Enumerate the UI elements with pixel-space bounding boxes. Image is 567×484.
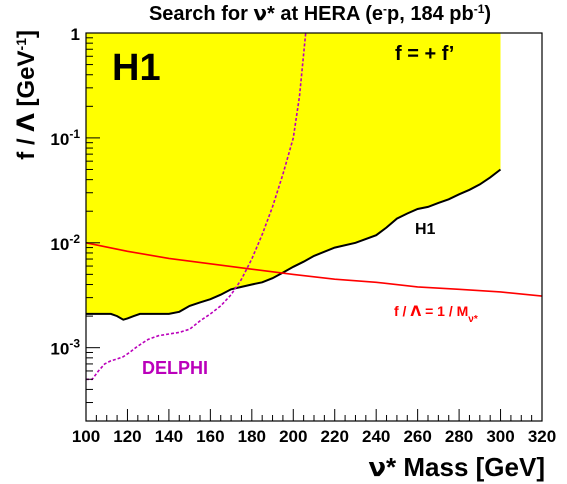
x-tick-label: 180 <box>238 427 266 446</box>
x-tick-label: 120 <box>113 427 141 446</box>
coupling-label: f = + f’ <box>395 43 454 65</box>
title-text-4: ) <box>484 3 491 25</box>
x-tick-label: 200 <box>279 427 307 446</box>
ref-label-text-1: f / <box>394 303 410 319</box>
x-tick-label: 280 <box>445 427 473 446</box>
title-sup-1: - <box>383 2 387 16</box>
delphi-curve-label: DELPHI <box>142 358 208 378</box>
x-tick-label: 240 <box>362 427 390 446</box>
title-text-3: p, 184 pb <box>387 3 474 25</box>
ref-label-sub: ν* <box>468 314 478 325</box>
title-text-2: * at HERA (e <box>267 3 383 25</box>
ref-label-text-2: = 1 / M <box>421 303 468 319</box>
title-sup-2: -1 <box>474 2 485 16</box>
x-tick-label: 220 <box>321 427 349 446</box>
x-axis-label: ν* Mass [GeV] <box>368 452 545 483</box>
title-nu: ν <box>253 1 267 25</box>
chart-title: Search for ν* at HERA (e-p, 184 pb-1) <box>149 1 491 25</box>
experiment-label: H1 <box>112 47 161 89</box>
y-axis-label-text-3: ] <box>13 30 40 38</box>
y-axis-label-lambda: Λ <box>12 113 40 132</box>
y-axis-ticks: 1 10-1 10-2 10-3 <box>50 25 100 422</box>
y-axis-label-sup: -1 <box>13 38 29 51</box>
reference-line <box>85 242 543 297</box>
x-axis-ticks: 100 120 140 160 180 200 220 240 260 280 300 320 <box>72 409 556 446</box>
x-tick-label: 320 <box>528 427 556 446</box>
x-tick-label: 300 <box>486 427 514 446</box>
y-axis-label: f / Λ [GeV-1] <box>12 30 40 160</box>
title-text-1: Search for <box>149 3 253 25</box>
y-axis-label-text-2: [GeV <box>13 50 40 113</box>
x-axis-label-rest: * Mass [GeV] <box>386 452 545 482</box>
x-tick-label: 100 <box>72 427 100 446</box>
y-tick-label: 10-1 <box>50 127 80 149</box>
series-delphi-curve <box>86 32 307 381</box>
exclusion-region <box>86 33 501 320</box>
y-tick-label: 10-3 <box>50 337 80 359</box>
series-h1-curve <box>86 168 502 321</box>
ref-label-lambda: Λ <box>410 304 421 320</box>
h1-curve-label: H1 <box>415 221 436 238</box>
y-tick-label: 10-2 <box>50 232 80 254</box>
y-axis-label-text-1: f / <box>13 132 40 160</box>
y-tick-label: 1 <box>71 25 80 44</box>
x-tick-label: 260 <box>403 427 431 446</box>
reference-line-label: f / Λ = 1 / Mν* <box>394 303 478 325</box>
x-tick-label: 160 <box>196 427 224 446</box>
x-tick-label: 140 <box>155 427 183 446</box>
x-axis-label-nu: ν <box>368 453 386 483</box>
